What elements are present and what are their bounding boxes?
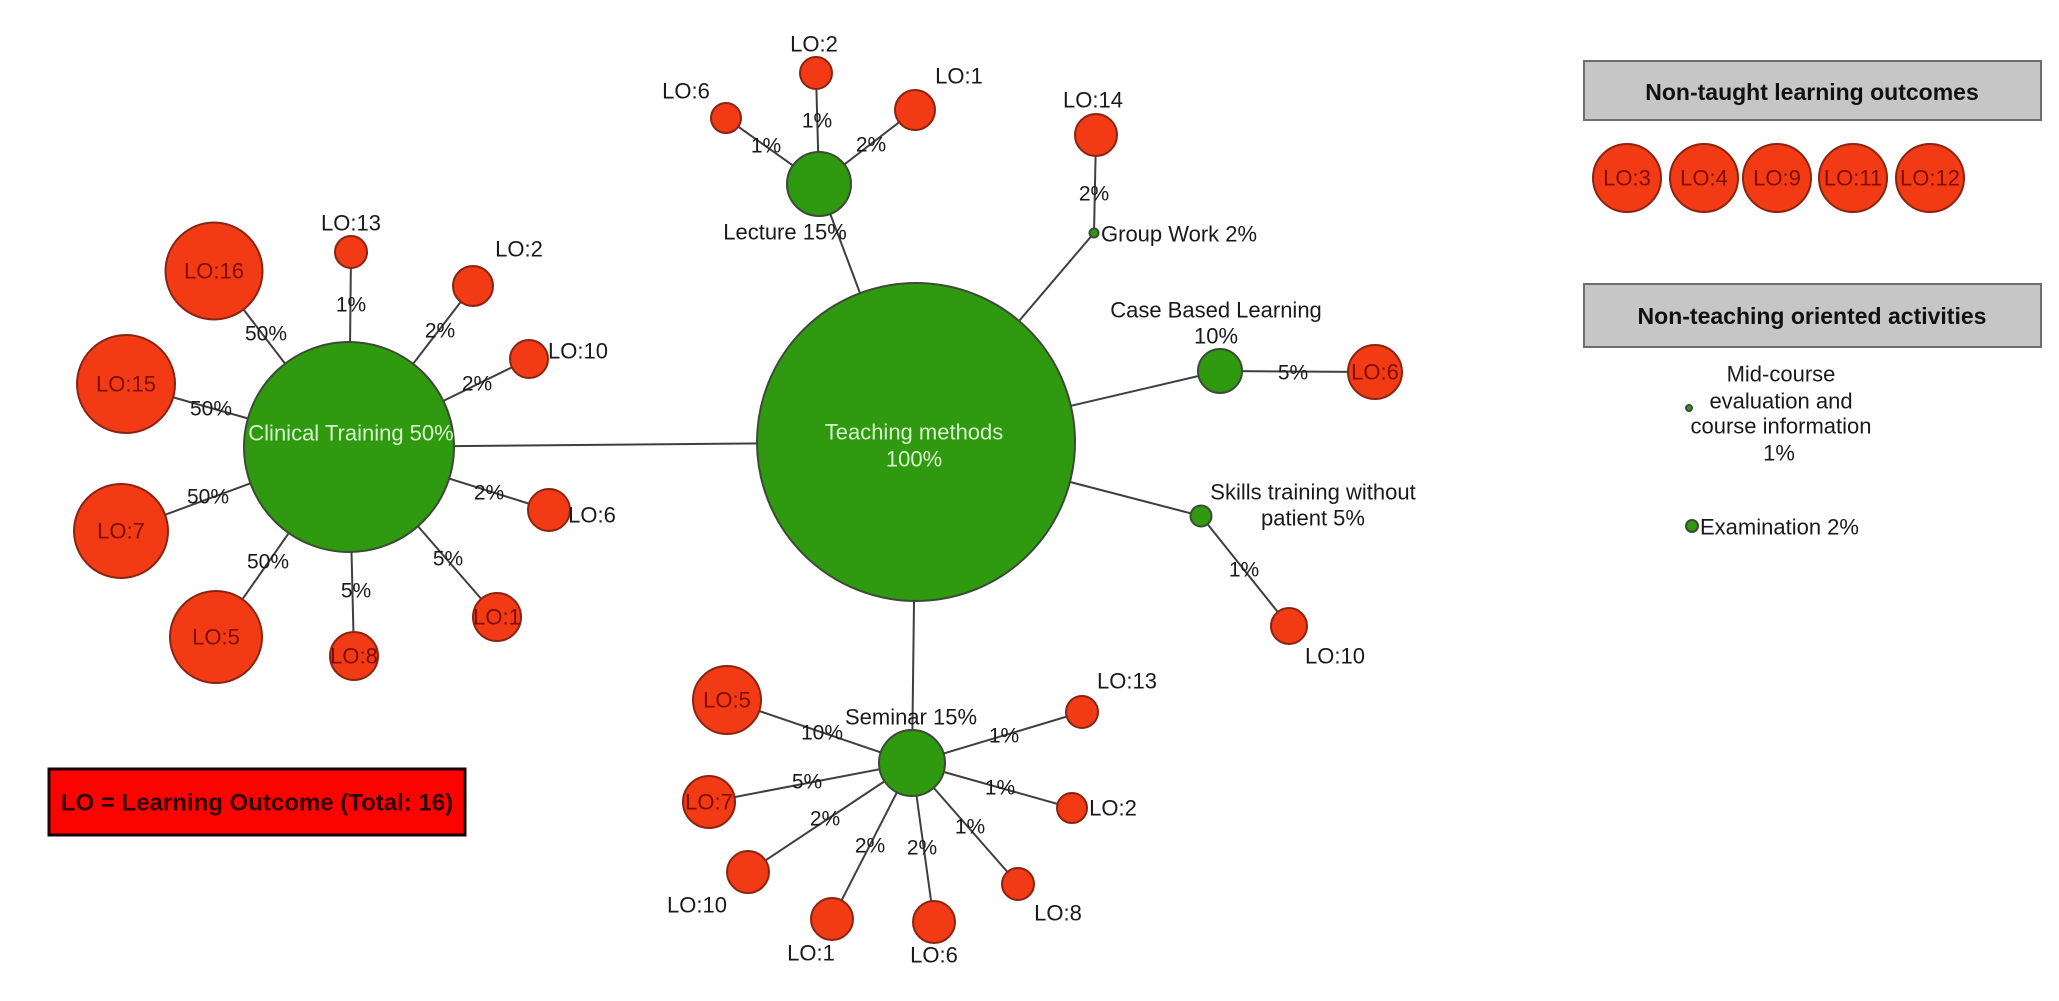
svg-text:LO:9: LO:9: [1753, 166, 1801, 191]
svg-text:patient 5%: patient 5%: [1261, 506, 1365, 531]
svg-text:50%: 50%: [190, 398, 232, 421]
svg-text:LO:1: LO:1: [473, 605, 521, 630]
svg-text:2%: 2%: [856, 134, 886, 157]
svg-text:50%: 50%: [247, 551, 289, 574]
svg-text:LO:2: LO:2: [1089, 796, 1137, 821]
svg-text:LO:8: LO:8: [330, 644, 378, 669]
svg-text:2%: 2%: [907, 837, 937, 860]
svg-text:100%: 100%: [886, 447, 942, 472]
svg-text:1%: 1%: [751, 135, 781, 158]
svg-text:Group Work 2%: Group Work 2%: [1101, 222, 1257, 247]
svg-text:LO:3: LO:3: [1603, 166, 1651, 191]
svg-text:LO:6: LO:6: [910, 943, 958, 968]
svg-text:evaluation and: evaluation and: [1709, 389, 1852, 414]
svg-text:2%: 2%: [474, 482, 504, 505]
svg-text:1%: 1%: [802, 110, 832, 133]
svg-text:LO:7: LO:7: [685, 790, 733, 815]
svg-text:LO:6: LO:6: [662, 79, 710, 104]
svg-text:LO:10: LO:10: [667, 893, 727, 918]
svg-text:1%: 1%: [955, 816, 985, 839]
svg-text:1%: 1%: [1229, 559, 1259, 582]
svg-text:LO:6: LO:6: [1351, 360, 1399, 385]
svg-text:LO:6: LO:6: [568, 503, 616, 528]
svg-text:course information: course information: [1691, 414, 1872, 439]
svg-text:LO:10: LO:10: [548, 339, 608, 364]
svg-text:LO:2: LO:2: [495, 237, 543, 262]
svg-text:LO:13: LO:13: [321, 211, 381, 236]
svg-text:50%: 50%: [187, 486, 229, 509]
svg-text:LO:1: LO:1: [935, 64, 983, 89]
svg-text:LO:11: LO:11: [1824, 166, 1882, 191]
svg-text:LO:7: LO:7: [97, 519, 145, 544]
svg-text:LO:13: LO:13: [1097, 669, 1157, 694]
svg-text:LO:16: LO:16: [184, 259, 244, 284]
svg-text:LO:14: LO:14: [1063, 88, 1123, 113]
svg-text:LO:5: LO:5: [703, 688, 751, 713]
svg-text:Non-taught learning outcomes: Non-taught learning outcomes: [1645, 79, 1979, 105]
svg-text:LO:10: LO:10: [1305, 644, 1365, 669]
svg-text:2%: 2%: [810, 808, 840, 831]
svg-text:Lecture 15%: Lecture 15%: [723, 220, 847, 245]
svg-text:LO:1: LO:1: [787, 941, 835, 966]
svg-text:Teaching methods: Teaching methods: [825, 420, 1004, 445]
svg-text:LO:15: LO:15: [96, 372, 156, 397]
svg-text:Clinical Training 50%: Clinical Training 50%: [248, 421, 453, 446]
svg-text:2%: 2%: [462, 373, 492, 396]
svg-text:Skills training without: Skills training without: [1210, 480, 1415, 505]
svg-text:LO = Learning Outcome (Total:: LO = Learning Outcome (Total: 16): [61, 790, 453, 817]
svg-text:LO:8: LO:8: [1034, 901, 1082, 926]
svg-text:2%: 2%: [1079, 183, 1109, 206]
svg-text:5%: 5%: [433, 548, 463, 571]
svg-text:5%: 5%: [1278, 362, 1308, 385]
svg-text:2%: 2%: [855, 835, 885, 858]
svg-text:10%: 10%: [801, 722, 843, 745]
svg-text:LO:12: LO:12: [1900, 166, 1960, 191]
svg-text:1%: 1%: [989, 725, 1019, 748]
svg-text:2%: 2%: [425, 320, 455, 343]
svg-text:Mid-course: Mid-course: [1727, 362, 1836, 387]
svg-text:Case Based Learning: Case Based Learning: [1110, 298, 1322, 323]
svg-text:1%: 1%: [1763, 441, 1795, 466]
svg-text:LO:5: LO:5: [192, 625, 240, 650]
svg-text:LO:4: LO:4: [1680, 166, 1728, 191]
svg-text:5%: 5%: [792, 771, 822, 794]
svg-text:Examination 2%: Examination 2%: [1700, 515, 1859, 540]
svg-text:50%: 50%: [245, 323, 287, 346]
svg-text:LO:2: LO:2: [790, 32, 838, 57]
svg-text:Non-teaching oriented activiti: Non-teaching oriented activities: [1638, 303, 1987, 329]
svg-text:1%: 1%: [336, 294, 366, 317]
svg-text:10%: 10%: [1194, 324, 1238, 349]
svg-text:1%: 1%: [985, 777, 1015, 800]
svg-text:Seminar 15%: Seminar 15%: [845, 705, 977, 730]
svg-text:5%: 5%: [341, 580, 371, 603]
